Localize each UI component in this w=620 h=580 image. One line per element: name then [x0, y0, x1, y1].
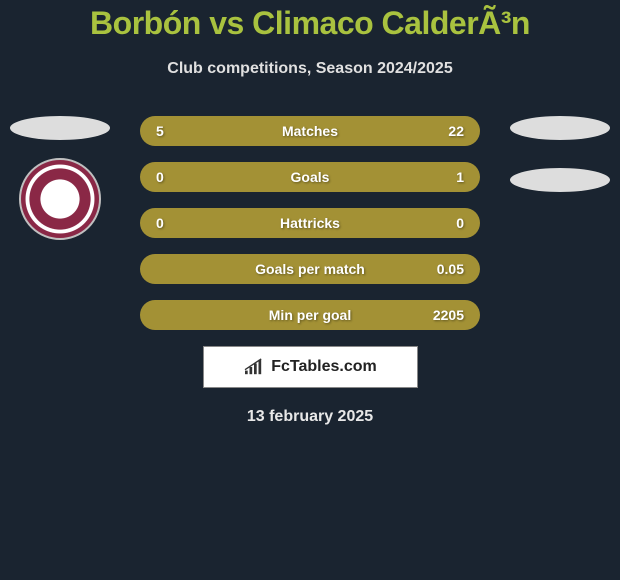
stat-label: Goals per match	[255, 261, 365, 277]
stat-right-value: 1	[424, 169, 464, 185]
stat-row-goals: 0 Goals 1	[140, 162, 480, 192]
brand-box[interactable]: FcTables.com	[203, 346, 418, 388]
team-right-ellipse-1	[510, 116, 610, 140]
date-text: 13 february 2025	[0, 408, 620, 426]
stat-label: Goals	[291, 169, 330, 185]
stat-left-value: 0	[156, 169, 196, 185]
stat-left-value: 0	[156, 215, 196, 231]
stat-right-value: 22	[424, 123, 464, 139]
stat-row-gpm: Goals per match 0.05	[140, 254, 480, 284]
crest-letter: S	[50, 178, 70, 220]
page-title: Borbón vs Climaco CalderÃ³n	[0, 0, 620, 42]
stat-left-value: 5	[156, 123, 196, 139]
team-right-ellipse-2	[510, 168, 610, 192]
stat-right-value: 0	[424, 215, 464, 231]
stat-label: Hattricks	[280, 215, 340, 231]
stat-right-value: 0.05	[424, 261, 464, 277]
stat-row-hattricks: 0 Hattricks 0	[140, 208, 480, 238]
bar-chart-icon	[243, 358, 265, 376]
stat-row-matches: 5 Matches 22	[140, 116, 480, 146]
content-area: S 5 Matches 22 0 Goals 1 0 Hattricks 0 G…	[0, 116, 620, 426]
stat-label: Min per goal	[269, 307, 351, 323]
team-left-ellipse-1	[10, 116, 110, 140]
stat-row-mpg: Min per goal 2205	[140, 300, 480, 330]
brand-text: FcTables.com	[271, 358, 377, 376]
stat-right-value: 2205	[424, 307, 464, 323]
subtitle: Club competitions, Season 2024/2025	[0, 60, 620, 78]
team-left-crest: S	[19, 158, 101, 240]
team-right-column	[510, 116, 610, 166]
stats-container: 5 Matches 22 0 Goals 1 0 Hattricks 0 Goa…	[140, 116, 480, 330]
team-left-column: S	[10, 116, 110, 166]
stat-label: Matches	[282, 123, 338, 139]
